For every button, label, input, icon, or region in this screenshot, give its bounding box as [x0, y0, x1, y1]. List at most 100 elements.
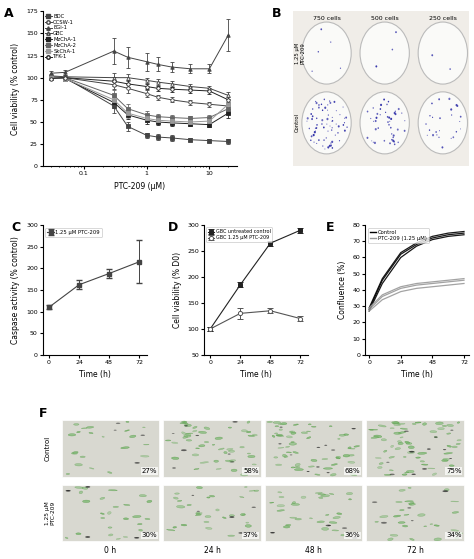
Ellipse shape: [398, 442, 403, 444]
Ellipse shape: [186, 433, 191, 436]
Ellipse shape: [65, 537, 68, 539]
Ellipse shape: [447, 473, 450, 474]
X-axis label: PTC-209 (μM): PTC-209 (μM): [115, 182, 165, 191]
Ellipse shape: [380, 108, 381, 110]
Ellipse shape: [214, 460, 219, 462]
Legend: Control, PTC-209 (1.25 μM): Control, PTC-209 (1.25 μM): [368, 228, 429, 243]
Ellipse shape: [316, 124, 318, 126]
Ellipse shape: [452, 511, 459, 513]
Ellipse shape: [68, 434, 76, 436]
Ellipse shape: [377, 127, 379, 129]
Ellipse shape: [390, 428, 394, 429]
Ellipse shape: [455, 538, 459, 539]
Ellipse shape: [294, 468, 303, 471]
Ellipse shape: [245, 524, 251, 527]
Ellipse shape: [291, 504, 300, 505]
Ellipse shape: [204, 441, 209, 443]
Y-axis label: Confluence (%): Confluence (%): [338, 261, 347, 319]
Ellipse shape: [328, 115, 329, 116]
Ellipse shape: [224, 452, 227, 454]
Ellipse shape: [109, 534, 113, 536]
Ellipse shape: [457, 439, 461, 441]
Ellipse shape: [331, 141, 333, 143]
Ellipse shape: [375, 521, 378, 522]
Ellipse shape: [252, 434, 257, 436]
Bar: [62, 420, 159, 477]
Bar: [62, 485, 159, 541]
Ellipse shape: [145, 518, 150, 520]
Ellipse shape: [126, 421, 129, 423]
Ellipse shape: [174, 493, 179, 494]
Ellipse shape: [248, 435, 255, 437]
Ellipse shape: [456, 105, 458, 107]
Ellipse shape: [395, 448, 401, 450]
Ellipse shape: [389, 121, 390, 122]
Ellipse shape: [182, 432, 186, 434]
Ellipse shape: [293, 424, 298, 425]
Ellipse shape: [399, 432, 406, 433]
Circle shape: [331, 449, 335, 451]
Ellipse shape: [393, 141, 395, 143]
Ellipse shape: [273, 421, 281, 424]
Bar: [164, 420, 261, 477]
Circle shape: [135, 462, 140, 464]
Ellipse shape: [375, 117, 377, 119]
Ellipse shape: [400, 509, 404, 511]
Ellipse shape: [390, 118, 392, 120]
Ellipse shape: [173, 527, 176, 528]
Ellipse shape: [66, 473, 70, 475]
Ellipse shape: [434, 538, 441, 541]
Legend: BDC, CCSW-1, EGi-1, GBC, MzChA-1, MzChA-2, SkChA-1, TFK-1: BDC, CCSW-1, EGi-1, GBC, MzChA-1, MzChA-…: [46, 14, 76, 59]
Ellipse shape: [366, 137, 368, 139]
Ellipse shape: [393, 112, 396, 114]
Ellipse shape: [391, 139, 392, 140]
Ellipse shape: [249, 490, 255, 491]
Ellipse shape: [289, 431, 295, 433]
Ellipse shape: [125, 430, 129, 432]
Ellipse shape: [337, 513, 342, 514]
Ellipse shape: [73, 452, 77, 454]
Ellipse shape: [434, 436, 438, 438]
Ellipse shape: [315, 127, 316, 129]
Ellipse shape: [456, 104, 457, 106]
Ellipse shape: [349, 448, 355, 449]
Ellipse shape: [459, 121, 460, 122]
Ellipse shape: [339, 114, 340, 115]
Ellipse shape: [245, 486, 247, 487]
Ellipse shape: [286, 524, 291, 526]
Text: 500 cells: 500 cells: [371, 16, 399, 21]
Circle shape: [238, 532, 244, 534]
Ellipse shape: [427, 135, 428, 136]
Circle shape: [229, 517, 234, 518]
Ellipse shape: [196, 448, 200, 449]
Ellipse shape: [405, 472, 409, 473]
Ellipse shape: [408, 451, 415, 453]
Ellipse shape: [277, 510, 284, 511]
Ellipse shape: [451, 501, 459, 502]
Ellipse shape: [199, 444, 205, 447]
Ellipse shape: [443, 458, 449, 461]
Text: 0 h: 0 h: [104, 547, 117, 556]
Ellipse shape: [444, 453, 453, 454]
Ellipse shape: [354, 446, 359, 447]
Ellipse shape: [246, 431, 251, 433]
Ellipse shape: [82, 428, 87, 429]
Ellipse shape: [345, 116, 347, 119]
Ellipse shape: [247, 421, 250, 423]
Ellipse shape: [291, 467, 295, 468]
Ellipse shape: [277, 435, 283, 436]
Ellipse shape: [428, 468, 435, 469]
Ellipse shape: [336, 110, 337, 111]
Ellipse shape: [240, 447, 244, 448]
Circle shape: [324, 445, 327, 446]
Ellipse shape: [422, 423, 427, 425]
Ellipse shape: [317, 521, 324, 523]
Legend: GBC untreated control, GBC 1.25 μM PTC-209: GBC untreated control, GBC 1.25 μM PTC-2…: [206, 228, 273, 242]
Text: 1.25 µM
PTC-209: 1.25 µM PTC-209: [45, 501, 55, 525]
Ellipse shape: [123, 518, 128, 520]
Ellipse shape: [388, 101, 389, 102]
Text: 24 h: 24 h: [203, 547, 220, 556]
Ellipse shape: [406, 470, 414, 473]
Ellipse shape: [254, 490, 259, 491]
Ellipse shape: [402, 525, 408, 527]
